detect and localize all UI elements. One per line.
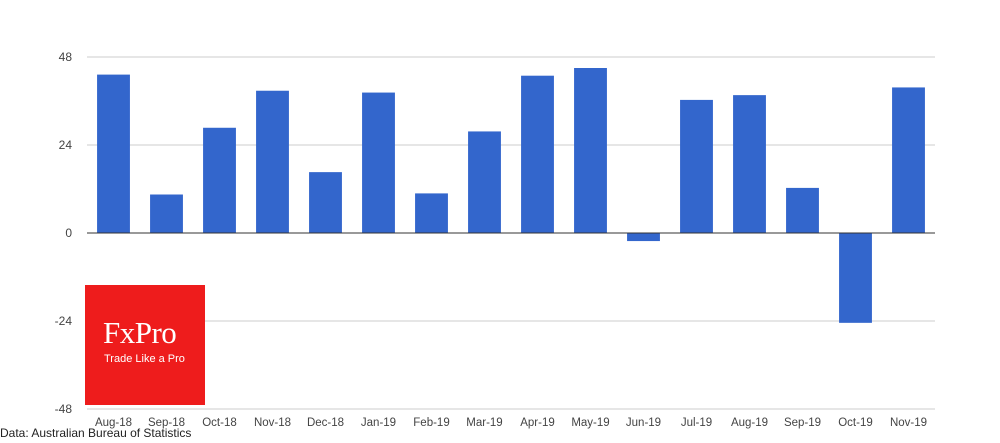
x-tick-label: Sep-18 bbox=[148, 417, 185, 429]
x-tick-label: Aug-19 bbox=[731, 417, 768, 429]
y-axis-ticks: 48 24 0 -24 -48 bbox=[55, 50, 73, 416]
x-tick-label: Jan-19 bbox=[361, 417, 396, 429]
x-tick-label: Sep-19 bbox=[784, 417, 821, 429]
x-tick-label: Mar-19 bbox=[466, 417, 502, 429]
bar-apr-19 bbox=[521, 75, 554, 233]
fxpro-logo: FxPro Trade Like a Pro bbox=[85, 285, 205, 405]
bar-may-19 bbox=[574, 68, 607, 233]
bar-aug-18 bbox=[97, 74, 130, 233]
x-axis-ticks: Aug-18 Sep-18 Oct-18 Nov-18 Dec-18 Jan-19 Feb-… bbox=[95, 417, 927, 429]
x-tick-label: Dec-18 bbox=[307, 417, 344, 429]
x-tick-label: Jul-19 bbox=[681, 417, 712, 429]
bar-dec-18 bbox=[309, 172, 342, 233]
x-tick-label: Oct-19 bbox=[838, 417, 873, 429]
x-tick-label: Apr-19 bbox=[520, 417, 555, 429]
bar-sep-18 bbox=[150, 194, 183, 233]
y-tick-label: 48 bbox=[59, 50, 73, 64]
bar-jan-19 bbox=[362, 92, 395, 233]
x-tick-label: May-19 bbox=[571, 417, 609, 429]
x-tick-label: Nov-18 bbox=[254, 417, 291, 429]
bar-jul-19 bbox=[680, 99, 713, 234]
source-note: Data: Australian Bureau of Statistics bbox=[0, 426, 192, 440]
bar-nov-18 bbox=[256, 90, 289, 233]
y-tick-label: 24 bbox=[59, 138, 73, 152]
bars bbox=[97, 68, 925, 323]
x-tick-label: Jun-19 bbox=[626, 417, 661, 429]
x-tick-label: Nov-19 bbox=[890, 417, 927, 429]
y-tick-label: 0 bbox=[65, 226, 72, 240]
bar-jun-19 bbox=[627, 233, 660, 242]
bar-nov-19 bbox=[892, 87, 925, 233]
logo-wordmark: FxPro bbox=[103, 315, 177, 350]
bar-oct-19 bbox=[839, 233, 872, 323]
bar-oct-18 bbox=[203, 127, 236, 233]
logo-tagline: Trade Like a Pro bbox=[104, 353, 185, 365]
x-tick-label: Oct-18 bbox=[202, 417, 237, 429]
y-tick-label: -48 bbox=[55, 402, 73, 416]
x-tick-label: Feb-19 bbox=[413, 417, 449, 429]
bar-feb-19 bbox=[415, 193, 448, 233]
x-tick-label: Aug-18 bbox=[95, 417, 132, 429]
bar-mar-19 bbox=[468, 131, 501, 233]
bar-sep-19 bbox=[786, 187, 819, 233]
bar-aug-19 bbox=[733, 95, 766, 233]
y-tick-label: -24 bbox=[55, 314, 73, 328]
